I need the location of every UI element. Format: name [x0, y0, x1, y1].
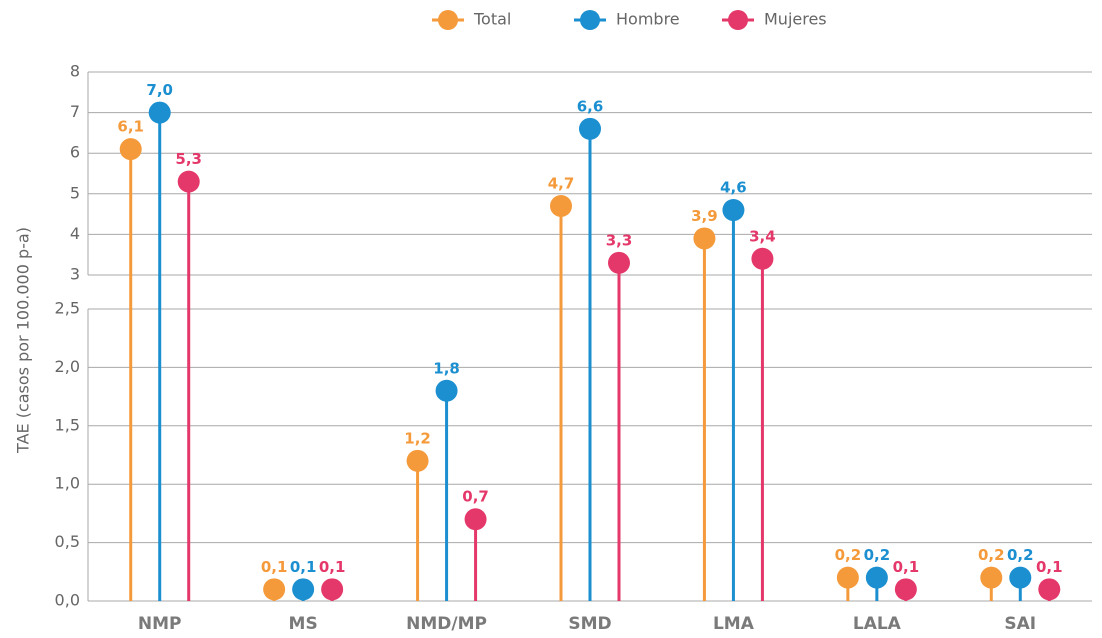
value-label: 0,1 — [261, 558, 288, 576]
dot — [292, 578, 315, 601]
y-tick-label: 0,0 — [55, 591, 80, 610]
y-tick-label: 3 — [70, 265, 80, 284]
y-tick-label: 0,5 — [55, 532, 80, 551]
legend-label: Mujeres — [764, 10, 827, 29]
y-tick-label: 2,0 — [55, 357, 80, 376]
dot — [321, 578, 344, 601]
value-label: 0,2 — [835, 546, 862, 564]
value-label: 3,3 — [606, 231, 633, 249]
dot — [836, 566, 859, 589]
legend-dot — [728, 10, 748, 30]
y-tick-label: 4 — [70, 224, 80, 243]
x-tick-label: LMA — [713, 614, 755, 634]
dot — [1009, 566, 1032, 589]
dot — [980, 566, 1003, 589]
dot — [722, 199, 745, 222]
legend-label: Total — [473, 10, 511, 29]
dot — [177, 170, 200, 193]
x-tick-label: SAI — [1004, 614, 1036, 634]
x-tick-label: NMD/MP — [406, 614, 487, 634]
x-tick-label: MS — [289, 614, 318, 634]
y-tick-label: 2,5 — [55, 299, 80, 318]
value-label: 0,2 — [864, 546, 891, 564]
dot — [550, 194, 572, 217]
value-label: 3,9 — [691, 207, 718, 225]
dot — [148, 101, 171, 124]
value-label: 0,2 — [978, 546, 1005, 564]
value-label: 7,0 — [146, 81, 173, 99]
dot — [263, 578, 286, 601]
dot — [865, 566, 888, 589]
dot — [1038, 578, 1061, 601]
value-label: 0,2 — [1007, 546, 1034, 564]
dot — [751, 247, 774, 270]
legend-dot — [580, 10, 600, 30]
dot — [435, 379, 458, 402]
value-label: 1,2 — [404, 429, 431, 447]
value-label: 0,1 — [1036, 558, 1063, 576]
dot — [119, 138, 142, 161]
x-tick-label: SMD — [568, 614, 611, 634]
value-label: 4,6 — [720, 179, 747, 197]
y-tick-label: 1,0 — [55, 474, 80, 493]
dot — [406, 449, 429, 472]
value-label: 0,1 — [893, 558, 920, 576]
y-axis-label: TAE (casos por 100.000 p-a) — [14, 227, 33, 454]
value-label: 4,7 — [548, 174, 575, 192]
legend-dot — [438, 10, 458, 30]
value-label: 1,8 — [433, 359, 460, 377]
y-tick-label: 8 — [70, 62, 80, 81]
dot — [579, 117, 601, 140]
x-tick-label: NMP — [138, 614, 182, 634]
y-tick-label: 5 — [70, 183, 80, 202]
x-tick-label: LALA — [853, 614, 902, 634]
value-label: 0,7 — [462, 488, 489, 506]
y-tick-label: 7 — [70, 102, 80, 121]
value-label: 0,1 — [290, 558, 317, 576]
legend-label: Hombre — [616, 10, 680, 29]
value-label: 6,1 — [117, 118, 144, 136]
dot — [693, 227, 716, 250]
dot — [608, 251, 630, 274]
dot — [464, 508, 487, 531]
dot — [894, 578, 917, 601]
value-label: 5,3 — [175, 150, 202, 168]
value-label: 6,6 — [577, 97, 604, 115]
y-tick-label: 1,5 — [55, 415, 80, 434]
value-label: 3,4 — [749, 227, 776, 245]
value-label: 0,1 — [319, 558, 346, 576]
y-tick-label: 6 — [70, 143, 80, 162]
